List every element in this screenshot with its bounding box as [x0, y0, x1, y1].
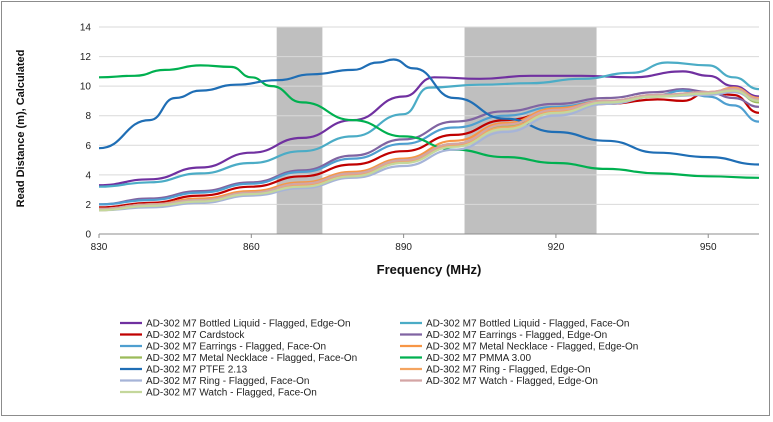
legend: AD-302 M7 Bottled Liquid - Flagged, Edge…: [120, 319, 638, 399]
legend-item-1: AD-302 M7 Bottled Liquid - Flagged, Edge…: [120, 319, 351, 330]
legend-label-13: AD-302 M7 Watch - Flagged, Face-On: [146, 388, 317, 399]
series-lines: [98, 58, 760, 212]
y-tick-label-2: 2: [85, 200, 91, 211]
legend-item-2: AD-302 M7 Bottled Liquid - Flagged, Face…: [400, 319, 629, 330]
series-line-5: [98, 89, 760, 206]
x-axis-title: Frequency (MHz): [377, 262, 482, 277]
y-tick-label-12: 12: [80, 52, 92, 63]
gridlines: [99, 26, 759, 205]
legend-item-12: AD-302 M7 Watch - Flagged, Edge-On: [400, 376, 598, 387]
legend-label-2: AD-302 M7 Bottled Liquid - Flagged, Face…: [426, 319, 629, 330]
series-line-1: [98, 70, 760, 187]
shaded-band-1: [276, 27, 323, 234]
legend-label-6: AD-302 M7 Metal Necklace - Flagged, Edge…: [426, 342, 638, 353]
x-tick-label-860: 860: [243, 242, 260, 253]
legend-item-10: AD-302 M7 Ring - Flagged, Edge-On: [400, 365, 591, 376]
y-axis-title: Read Distance (m), Calculated: [15, 50, 27, 208]
axes: [98, 233, 759, 238]
legend-label-10: AD-302 M7 Ring - Flagged, Edge-On: [426, 365, 591, 376]
legend-label-8: AD-302 M7 PMMA 3.00: [426, 353, 531, 364]
y-tick-label-8: 8: [85, 111, 91, 122]
legend-label-9: AD-302 M7 PTFE 2.13: [146, 365, 248, 376]
legend-item-9: AD-302 M7 PTFE 2.13: [120, 365, 248, 376]
legend-label-3: AD-302 M7 Cardstock: [146, 330, 245, 341]
legend-item-8: AD-302 M7 PMMA 3.00: [400, 353, 531, 364]
legend-label-12: AD-302 M7 Watch - Flagged, Edge-On: [426, 376, 598, 387]
shaded-bands: [276, 27, 597, 234]
legend-item-5: AD-302 M7 Earrings - Flagged, Face-On: [120, 342, 326, 353]
y-tick-label-6: 6: [85, 141, 91, 152]
y-tick-label-0: 0: [85, 230, 91, 241]
line-chart: 830 860 890 920 950 0 2 4 6 8 10 12 14 Frequency (MH…: [15, 23, 760, 399]
series-line-9: [98, 58, 760, 166]
chart-frame: 830 860 890 920 950 0 2 4 6 8 10 12 14 Frequency (MH…: [1, 1, 770, 416]
legend-item-7: AD-302 M7 Metal Necklace - Flagged, Face…: [120, 353, 357, 364]
legend-label-4: AD-302 M7 Earrings - Flagged, Edge-On: [426, 330, 607, 341]
x-tick-label-890: 890: [395, 242, 412, 253]
series-line-4: [98, 88, 760, 206]
legend-item-11: AD-302 M7 Ring - Flagged, Face-On: [120, 376, 309, 387]
series-line-12: [98, 88, 760, 210]
x-tick-label-920: 920: [548, 242, 565, 253]
x-tick-label-950: 950: [700, 242, 717, 253]
legend-item-3: AD-302 M7 Cardstock: [120, 330, 245, 341]
series-line-3: [98, 91, 760, 209]
legend-label-7: AD-302 M7 Metal Necklace - Flagged, Face…: [146, 353, 357, 364]
x-tick-label-830: 830: [91, 242, 108, 253]
series-line-2: [98, 61, 760, 188]
y-tick-label-4: 4: [85, 170, 91, 181]
legend-item-6: AD-302 M7 Metal Necklace - Flagged, Edge…: [400, 342, 638, 353]
legend-label-11: AD-302 M7 Ring - Flagged, Face-On: [146, 376, 309, 387]
legend-item-13: AD-302 M7 Watch - Flagged, Face-On: [120, 388, 317, 399]
tick-labels: 830 860 890 920 950 0 2 4 6 8 10 12 14: [80, 23, 717, 254]
legend-label-1: AD-302 M7 Bottled Liquid - Flagged, Edge…: [146, 319, 351, 330]
y-tick-label-10: 10: [80, 82, 92, 93]
series-line-8: [98, 64, 760, 179]
legend-label-5: AD-302 M7 Earrings - Flagged, Face-On: [146, 342, 326, 353]
legend-item-4: AD-302 M7 Earrings - Flagged, Edge-On: [400, 330, 607, 341]
series-line-13: [98, 89, 760, 212]
y-tick-label-14: 14: [80, 23, 92, 34]
